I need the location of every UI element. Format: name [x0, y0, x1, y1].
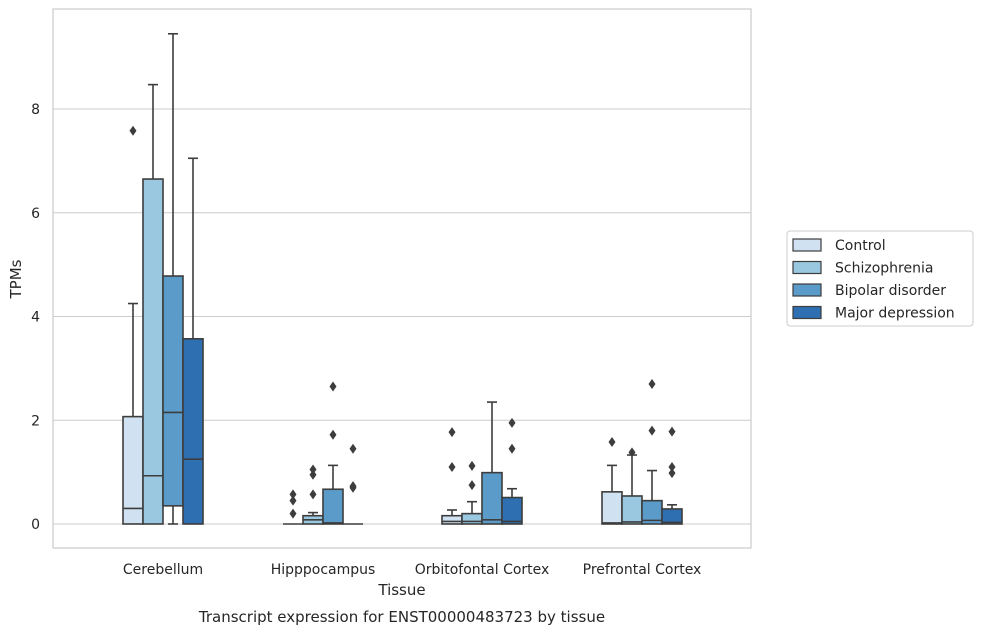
legend-swatch	[792, 260, 822, 275]
outlier-point	[309, 469, 317, 480]
outlier-point	[309, 489, 317, 500]
box-major-depression	[661, 426, 683, 525]
box-body	[601, 491, 623, 525]
box-body	[322, 488, 344, 525]
y-tick-label: 2	[31, 413, 40, 429]
outlier-point	[349, 481, 357, 492]
outlier-point	[608, 437, 616, 448]
box-bipolar-disorder	[481, 401, 503, 525]
outlier-point	[508, 443, 516, 454]
legend-frame	[786, 230, 974, 327]
outlier-point	[289, 495, 297, 506]
box-major-depression	[501, 417, 523, 525]
box-body	[162, 275, 184, 507]
legend-label: Schizophrenia	[835, 261, 933, 277]
box-bipolar-disorder	[322, 381, 344, 525]
legend-label: Control	[835, 238, 886, 254]
x-tick-label: Cerebellum	[123, 562, 203, 578]
legend-label: Major depression	[835, 306, 955, 322]
outlier-point	[329, 429, 337, 440]
box-body	[461, 512, 483, 525]
box-control	[283, 489, 303, 525]
figure-caption: Transcript expression for ENST0000048372…	[198, 608, 605, 626]
y-axis-label: TPMs	[7, 259, 25, 299]
outlier-point	[668, 461, 676, 472]
box-plots	[122, 32, 683, 525]
box-bipolar-disorder	[162, 32, 184, 525]
outlier-point	[668, 468, 676, 479]
legend-swatch	[792, 305, 822, 320]
box-body	[501, 496, 523, 525]
x-tick-label: Hipppocampus	[271, 562, 376, 578]
legend-swatch	[792, 238, 822, 252]
box-control	[441, 427, 463, 525]
legend-label: Bipolar disorder	[835, 283, 946, 299]
outlier-point	[468, 480, 476, 491]
y-tick-label: 4	[31, 310, 40, 326]
box-body	[142, 178, 164, 525]
box-body	[481, 471, 503, 525]
x-tick-label: Prefrontal Cortex	[583, 562, 702, 578]
outlier-point	[448, 461, 456, 472]
outlier-point	[329, 381, 337, 392]
legend: Control Schizophrenia Bipolar disorder Majo…	[786, 230, 974, 327]
box-body	[621, 495, 643, 525]
outlier-point	[448, 427, 456, 438]
box-body	[182, 338, 204, 525]
outlier-point	[289, 489, 297, 500]
outlier-point	[129, 125, 137, 136]
outlier-point	[309, 464, 317, 475]
outlier-point	[668, 426, 676, 437]
box-control	[601, 437, 623, 525]
y-tick-labels: 0 2 4 6 8	[31, 102, 40, 533]
box-body	[441, 514, 463, 525]
outlier-point	[628, 447, 636, 458]
box-bipolar-disorder	[641, 378, 663, 525]
box-major-depression	[182, 157, 204, 525]
x-tick-label: Orbitofontal Cortex	[415, 562, 550, 578]
box-schizophrenia	[621, 447, 643, 525]
x-tick-labels: Cerebellum Hipppocampus Orbitofontal Corte…	[123, 562, 701, 578]
box-schizophrenia	[461, 460, 483, 525]
y-tick-label: 0	[31, 517, 40, 533]
x-axis-label: Tissue	[377, 581, 425, 599]
outlier-point	[349, 443, 357, 454]
outlier-point	[508, 417, 516, 428]
outlier-point	[468, 460, 476, 471]
outlier-point	[289, 508, 297, 519]
box-major-depression	[343, 443, 363, 525]
y-tick-label: 6	[31, 206, 40, 222]
y-tick-label: 8	[31, 102, 40, 118]
box-body	[661, 508, 683, 525]
outlier-point	[648, 378, 656, 389]
legend-swatch	[792, 283, 822, 297]
outlier-point	[648, 425, 656, 436]
